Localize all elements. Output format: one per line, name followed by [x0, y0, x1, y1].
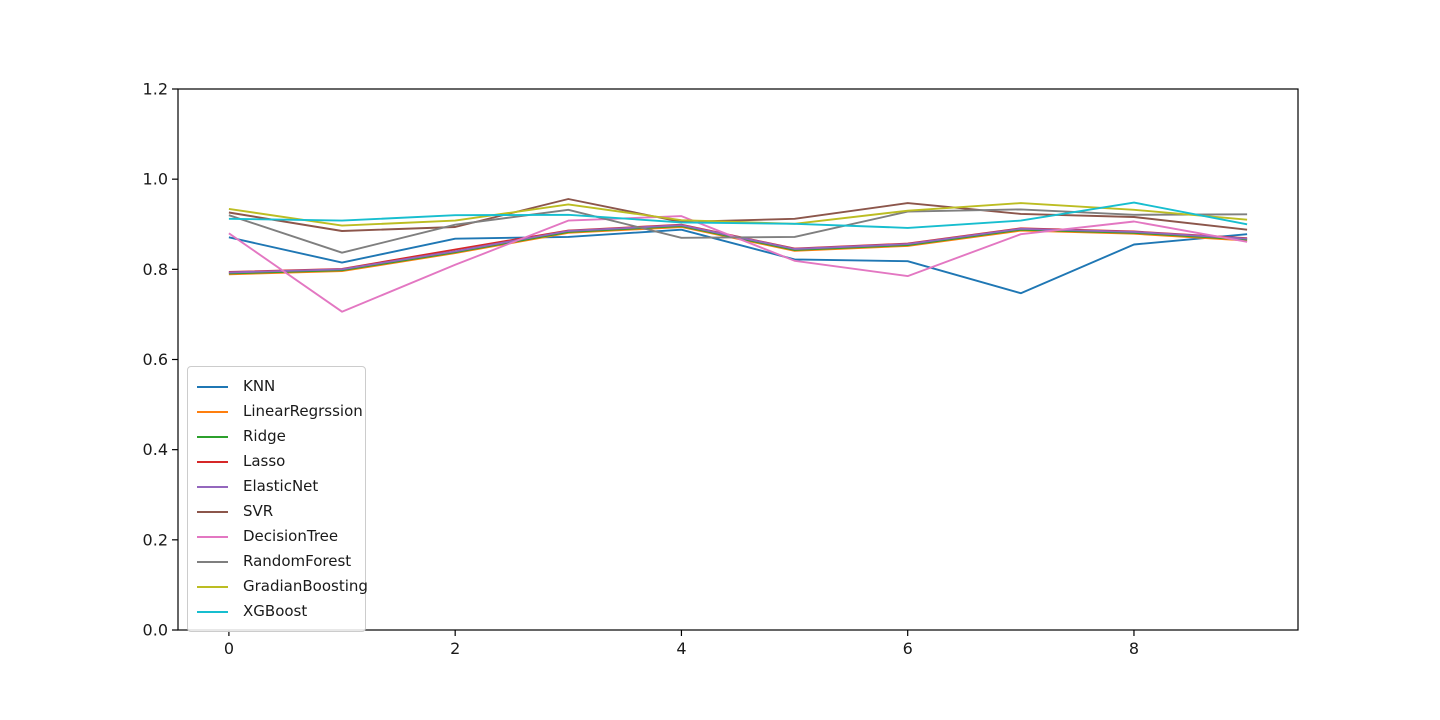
- legend-label: ElasticNet: [243, 477, 319, 495]
- legend-item-Lasso: Lasso: [197, 449, 357, 474]
- y-tick-label: 0.2: [143, 530, 168, 549]
- legend-line-swatch: [197, 610, 228, 613]
- series-line-KNN: [228, 228, 1248, 295]
- legend-item-Ridge: Ridge: [197, 424, 357, 449]
- x-tick-label: 6: [903, 639, 913, 658]
- legend-item-LinearRegrssion: LinearRegrssion: [197, 399, 363, 424]
- y-tick-label: 1.0: [143, 170, 168, 189]
- y-tick-label: 0.0: [143, 621, 168, 640]
- legend-label: SVR: [243, 502, 274, 520]
- legend-item-GradianBoosting: GradianBoosting: [197, 574, 368, 599]
- legend-label: RandomForest: [243, 552, 352, 570]
- legend-item-XGBoost: XGBoost: [197, 599, 357, 624]
- y-tick-label: 0.4: [143, 440, 168, 459]
- x-tick-label: 0: [224, 639, 234, 658]
- legend-label: DecisionTree: [243, 527, 339, 545]
- legend-line-swatch: [197, 485, 228, 488]
- legend-line-swatch: [197, 560, 228, 563]
- legend-line-swatch: [197, 460, 228, 463]
- legend-label: KNN: [243, 377, 276, 395]
- y-tick-label: 0.6: [143, 350, 168, 369]
- legend-line-swatch: [197, 410, 228, 413]
- legend-label: XGBoost: [243, 602, 308, 620]
- x-tick-label: 8: [1129, 639, 1139, 658]
- series-line-SVR: [228, 198, 1248, 232]
- legend-label: GradianBoosting: [243, 577, 368, 595]
- series-line-GradianBoosting: [228, 202, 1248, 227]
- series-line-LinearRegrssion: [228, 226, 1248, 276]
- legend-line-swatch: [197, 585, 228, 588]
- legend-item-DecisionTree: DecisionTree: [197, 524, 357, 549]
- legend-item-RandomForest: RandomForest: [197, 549, 357, 574]
- legend-line-swatch: [197, 435, 228, 438]
- series-line-XGBoost: [228, 201, 1248, 229]
- y-tick-label: 0.8: [143, 260, 168, 279]
- x-tick-label: 4: [676, 639, 686, 658]
- series-line-DecisionTree: [228, 215, 1248, 313]
- legend-line-swatch: [197, 535, 228, 538]
- legend: KNN LinearRegrssion Ridge Lasso ElasticNet SV…: [187, 366, 368, 632]
- legend-item-KNN: KNN: [197, 374, 357, 399]
- legend-label: LinearRegrssion: [243, 402, 363, 420]
- x-tick-label: 2: [450, 639, 460, 658]
- legend-line-swatch: [197, 510, 228, 513]
- legend-line-swatch: [197, 385, 228, 388]
- legend-label: Ridge: [243, 427, 286, 445]
- legend-item-ElasticNet: ElasticNet: [197, 474, 357, 499]
- legend-item-SVR: SVR: [197, 499, 357, 524]
- y-tick-label: 1.2: [143, 80, 168, 99]
- legend-label: Lasso: [243, 452, 286, 470]
